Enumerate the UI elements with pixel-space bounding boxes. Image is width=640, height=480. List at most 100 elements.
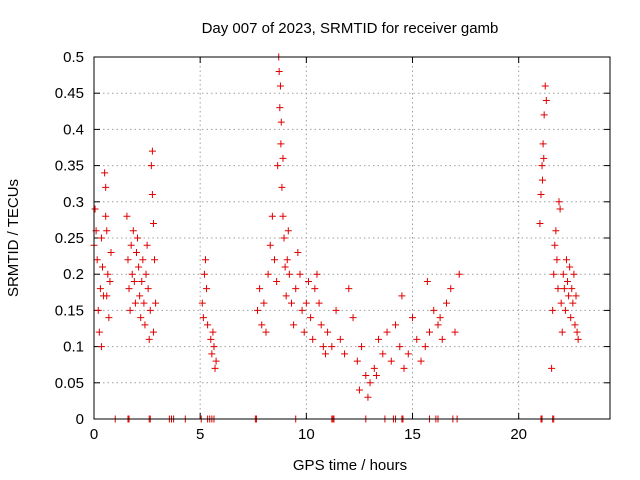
data-point	[304, 277, 312, 285]
y-axis-label: SRMTID / TECUs	[5, 179, 22, 297]
y-tick-label: 0.25	[55, 230, 84, 247]
data-point	[270, 256, 278, 264]
data-point	[372, 372, 380, 380]
data-point	[103, 292, 111, 300]
data-point	[315, 299, 323, 307]
data-point	[539, 140, 547, 148]
plot-frame	[93, 56, 611, 420]
data-point	[211, 364, 219, 372]
data-point	[568, 285, 576, 293]
data-point	[106, 277, 114, 285]
data-point	[144, 285, 152, 293]
data-point	[292, 285, 300, 293]
data-point	[282, 292, 290, 300]
data-point	[451, 328, 459, 336]
data-point	[438, 335, 446, 343]
data-points	[90, 53, 582, 423]
data-point	[279, 212, 287, 220]
axis-ticks: 0 0.05 0.1 0.15 0.2 0.25 0.3 0.35 0.4 0.45 0.5 0 5 10…	[55, 49, 610, 443]
data-point	[147, 162, 155, 170]
data-point	[541, 82, 549, 90]
data-point	[336, 335, 344, 343]
data-point	[564, 277, 572, 285]
data-point	[540, 111, 548, 119]
data-point	[540, 154, 548, 162]
data-point	[561, 306, 569, 314]
data-point	[142, 270, 150, 278]
data-point	[537, 191, 545, 199]
data-point	[324, 328, 332, 336]
data-point	[277, 140, 285, 148]
x-tick-label: 20	[510, 426, 527, 443]
data-point	[571, 321, 579, 329]
data-point	[313, 270, 321, 278]
data-point	[97, 234, 105, 242]
data-point	[149, 220, 157, 228]
data-point	[317, 321, 325, 329]
data-point	[91, 205, 99, 213]
data-point	[95, 328, 103, 336]
data-point	[287, 299, 295, 307]
data-point	[550, 270, 558, 278]
data-point	[94, 306, 102, 314]
data-point	[107, 248, 115, 256]
data-point	[276, 82, 284, 90]
data-point	[319, 343, 327, 351]
data-point	[268, 212, 276, 220]
data-point	[276, 104, 284, 112]
data-point	[296, 270, 304, 278]
data-point	[273, 277, 281, 285]
data-point	[137, 314, 145, 322]
data-point	[204, 321, 212, 329]
data-point	[436, 314, 444, 322]
data-point	[146, 306, 154, 314]
data-point	[284, 227, 292, 235]
data-point	[93, 256, 101, 264]
data-point	[262, 328, 270, 336]
data-point	[442, 299, 450, 307]
data-point	[131, 299, 139, 307]
data-point	[210, 343, 218, 351]
data-point	[277, 118, 285, 126]
x-tick-label: 0	[90, 426, 98, 443]
data-point	[128, 270, 136, 278]
data-point	[447, 285, 455, 293]
data-point	[138, 277, 146, 285]
data-point	[139, 256, 147, 264]
data-point	[321, 350, 329, 358]
data-point	[135, 263, 143, 271]
x-tick-label: 15	[404, 426, 421, 443]
data-point	[132, 248, 140, 256]
data-point	[266, 241, 274, 249]
y-tick-label: 0.1	[63, 339, 84, 356]
data-point	[105, 314, 113, 322]
data-point	[256, 285, 264, 293]
data-point	[302, 299, 310, 307]
data-point	[375, 335, 383, 343]
data-point	[311, 285, 319, 293]
data-point	[200, 270, 208, 278]
data-point	[281, 263, 289, 271]
data-point	[149, 328, 157, 336]
data-point	[362, 372, 370, 380]
data-point	[355, 386, 363, 394]
y-tick-label: 0.35	[55, 158, 84, 175]
y-tick-label: 0.3	[63, 194, 84, 211]
data-point	[572, 292, 580, 300]
data-point	[134, 234, 142, 242]
data-point	[417, 357, 425, 365]
data-point	[123, 212, 131, 220]
data-point	[557, 299, 565, 307]
data-point	[567, 314, 575, 322]
y-tick-label: 0.45	[55, 85, 84, 102]
data-point	[556, 205, 564, 213]
data-point	[370, 364, 378, 372]
data-point	[542, 96, 550, 104]
data-point	[280, 234, 288, 242]
data-point	[396, 343, 404, 351]
data-point	[208, 350, 216, 358]
data-point	[298, 306, 306, 314]
data-point	[199, 314, 207, 322]
data-point	[560, 285, 568, 293]
data-point	[140, 299, 148, 307]
